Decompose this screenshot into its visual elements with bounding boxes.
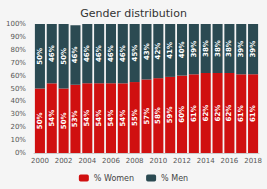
svg-text:50%: 50% bbox=[60, 48, 68, 65]
svg-text:39%: 39% bbox=[190, 41, 198, 58]
svg-text:2012: 2012 bbox=[173, 157, 191, 165]
svg-text:50%: 50% bbox=[36, 112, 44, 129]
svg-text:58%: 58% bbox=[154, 107, 162, 124]
svg-text:46%: 46% bbox=[107, 45, 115, 62]
svg-text:2002: 2002 bbox=[55, 157, 73, 165]
svg-text:62%: 62% bbox=[202, 105, 210, 122]
svg-text:39%: 39% bbox=[249, 41, 257, 58]
svg-text:54%: 54% bbox=[119, 110, 127, 127]
svg-text:% Men: % Men bbox=[161, 174, 188, 183]
svg-text:Gender distribution: Gender distribution bbox=[80, 7, 187, 20]
svg-text:90%: 90% bbox=[10, 33, 26, 41]
svg-text:61%: 61% bbox=[190, 105, 198, 122]
svg-text:50%: 50% bbox=[10, 85, 26, 93]
svg-text:46%: 46% bbox=[48, 45, 56, 62]
svg-text:60%: 60% bbox=[178, 106, 186, 123]
svg-text:2006: 2006 bbox=[102, 157, 120, 165]
svg-text:53%: 53% bbox=[71, 110, 79, 127]
svg-text:38%: 38% bbox=[202, 40, 210, 57]
svg-text:60%: 60% bbox=[10, 72, 26, 80]
svg-text:2016: 2016 bbox=[220, 157, 238, 165]
svg-text:45%: 45% bbox=[131, 45, 139, 62]
svg-text:38%: 38% bbox=[214, 40, 222, 57]
svg-text:62%: 62% bbox=[214, 105, 222, 122]
svg-text:50%: 50% bbox=[60, 112, 68, 129]
svg-text:42%: 42% bbox=[154, 43, 162, 60]
svg-text:0%: 0% bbox=[15, 149, 26, 157]
svg-text:2014: 2014 bbox=[197, 157, 215, 165]
svg-text:2000: 2000 bbox=[31, 157, 49, 165]
svg-text:2018: 2018 bbox=[244, 157, 262, 165]
svg-text:50%: 50% bbox=[36, 48, 44, 65]
svg-text:46%: 46% bbox=[83, 45, 91, 62]
svg-text:100%: 100% bbox=[6, 20, 26, 28]
svg-text:46%: 46% bbox=[71, 47, 79, 64]
svg-text:54%: 54% bbox=[48, 110, 56, 127]
svg-text:30%: 30% bbox=[10, 110, 26, 118]
svg-text:61%: 61% bbox=[237, 105, 245, 122]
svg-text:40%: 40% bbox=[178, 41, 186, 58]
svg-text:38%: 38% bbox=[225, 40, 233, 57]
svg-text:62%: 62% bbox=[225, 105, 233, 122]
svg-text:39%: 39% bbox=[237, 41, 245, 58]
svg-text:80%: 80% bbox=[10, 46, 26, 54]
svg-text:41%: 41% bbox=[166, 42, 174, 59]
svg-text:61%: 61% bbox=[249, 105, 257, 122]
svg-text:57%: 57% bbox=[143, 108, 151, 125]
svg-text:20%: 20% bbox=[10, 123, 26, 131]
svg-text:59%: 59% bbox=[166, 107, 174, 124]
svg-text:2010: 2010 bbox=[149, 157, 167, 165]
svg-text:% Women: % Women bbox=[94, 174, 134, 183]
svg-text:2004: 2004 bbox=[78, 157, 96, 165]
svg-text:54%: 54% bbox=[107, 110, 115, 127]
svg-text:55%: 55% bbox=[131, 109, 139, 126]
svg-text:2008: 2008 bbox=[126, 157, 144, 165]
svg-text:40%: 40% bbox=[10, 97, 26, 105]
svg-text:70%: 70% bbox=[10, 59, 26, 67]
svg-text:43%: 43% bbox=[143, 43, 151, 60]
svg-text:54%: 54% bbox=[83, 110, 91, 127]
svg-text:46%: 46% bbox=[119, 45, 127, 62]
svg-text:54%: 54% bbox=[95, 110, 103, 127]
svg-text:10%: 10% bbox=[10, 136, 26, 144]
svg-text:46%: 46% bbox=[95, 45, 103, 62]
